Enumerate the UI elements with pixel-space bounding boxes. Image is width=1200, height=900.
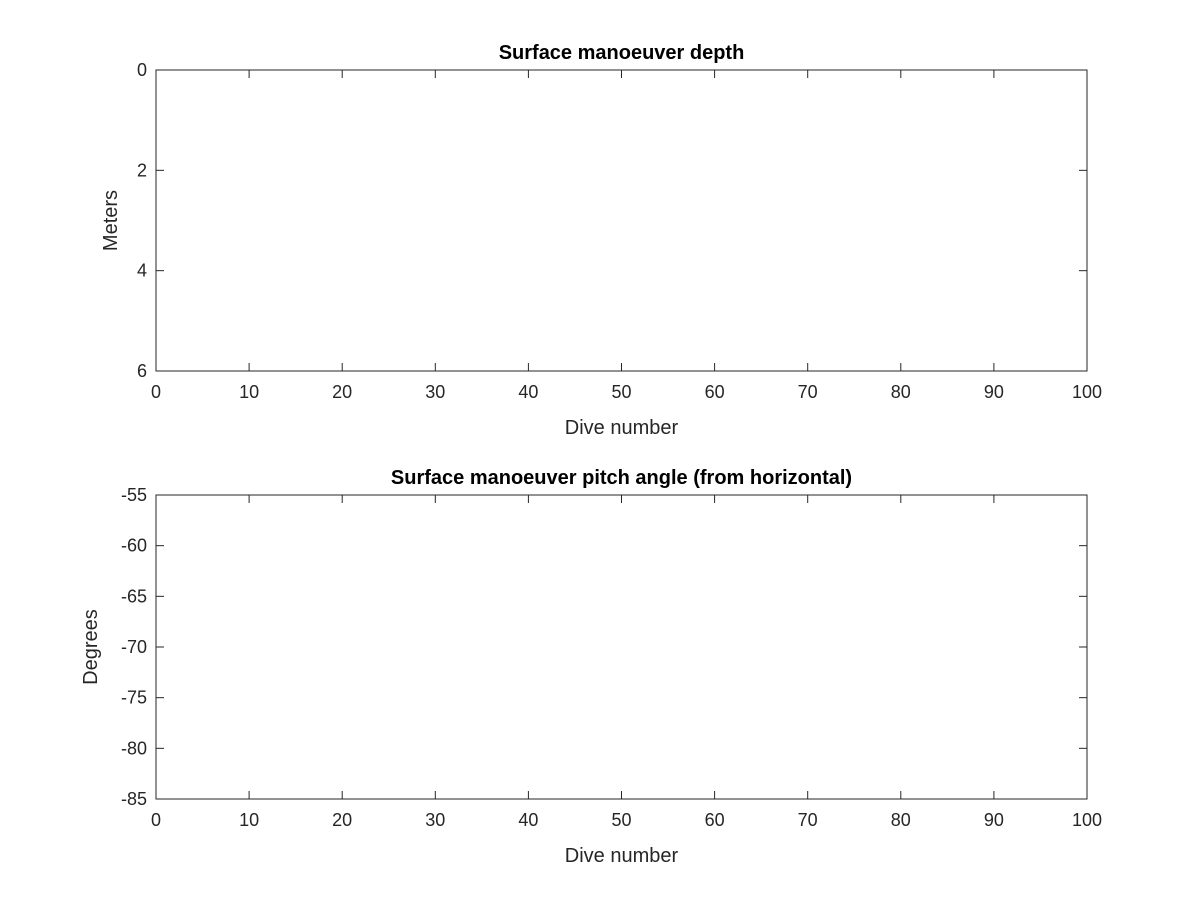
- y-tick-label: 2: [137, 160, 147, 180]
- axes-box: [155, 494, 1088, 800]
- y-tick-label: -70: [121, 637, 147, 657]
- y-tick-label: -55: [121, 485, 147, 505]
- x-tick-label: 60: [705, 810, 725, 830]
- x-tick-label: 60: [705, 382, 725, 402]
- x-tick-label: 20: [332, 382, 352, 402]
- x-tick-label: 0: [151, 810, 161, 830]
- y-tick-label: 0: [137, 60, 147, 80]
- x-axis-label: Dive number: [565, 845, 679, 867]
- y-tick-label: -60: [121, 536, 147, 556]
- chart-title: Surface manoeuver pitch angle (from hori…: [391, 467, 852, 489]
- x-tick-label: 80: [891, 382, 911, 402]
- x-tick-label: 0: [151, 382, 161, 402]
- x-tick-label: 50: [611, 382, 631, 402]
- x-tick-label: 70: [798, 810, 818, 830]
- x-axis-label: Dive number: [565, 417, 679, 439]
- x-tick-label: 90: [984, 810, 1004, 830]
- x-tick-label: 100: [1072, 382, 1102, 402]
- x-tick-label: 20: [332, 810, 352, 830]
- x-tick-label: 90: [984, 382, 1004, 402]
- x-tick-label: 70: [798, 382, 818, 402]
- axes-box: [155, 69, 1088, 372]
- y-tick-label: -75: [121, 688, 147, 708]
- x-tick-label: 30: [425, 810, 445, 830]
- x-tick-label: 10: [239, 382, 259, 402]
- y-tick-label: -65: [121, 586, 147, 606]
- chart-title: Surface manoeuver depth: [499, 42, 745, 64]
- y-tick-label: -80: [121, 738, 147, 758]
- y-tick-label: -85: [121, 789, 147, 809]
- y-tick-label: 6: [137, 361, 147, 381]
- depth-chart: 0 10 20 30 40 50 60 70 80 90 100 0 2 4 6 Surface manoeu…: [100, 42, 1102, 439]
- x-tick-label: 100: [1072, 810, 1102, 830]
- x-tick-label: 40: [518, 382, 538, 402]
- y-axis-label: Meters: [100, 190, 122, 251]
- y-axis-label: Degrees: [80, 609, 102, 685]
- x-tick-label: 10: [239, 810, 259, 830]
- x-tick-label: 50: [611, 810, 631, 830]
- y-tick-label: 4: [137, 261, 147, 281]
- pitch-chart: 0 10 20 30 40 50 60 70 80 90 100 -55 -60 -65 -70 -75 -80…: [80, 467, 1102, 867]
- x-tick-label: 40: [518, 810, 538, 830]
- x-tick-label: 80: [891, 810, 911, 830]
- x-tick-label: 30: [425, 382, 445, 402]
